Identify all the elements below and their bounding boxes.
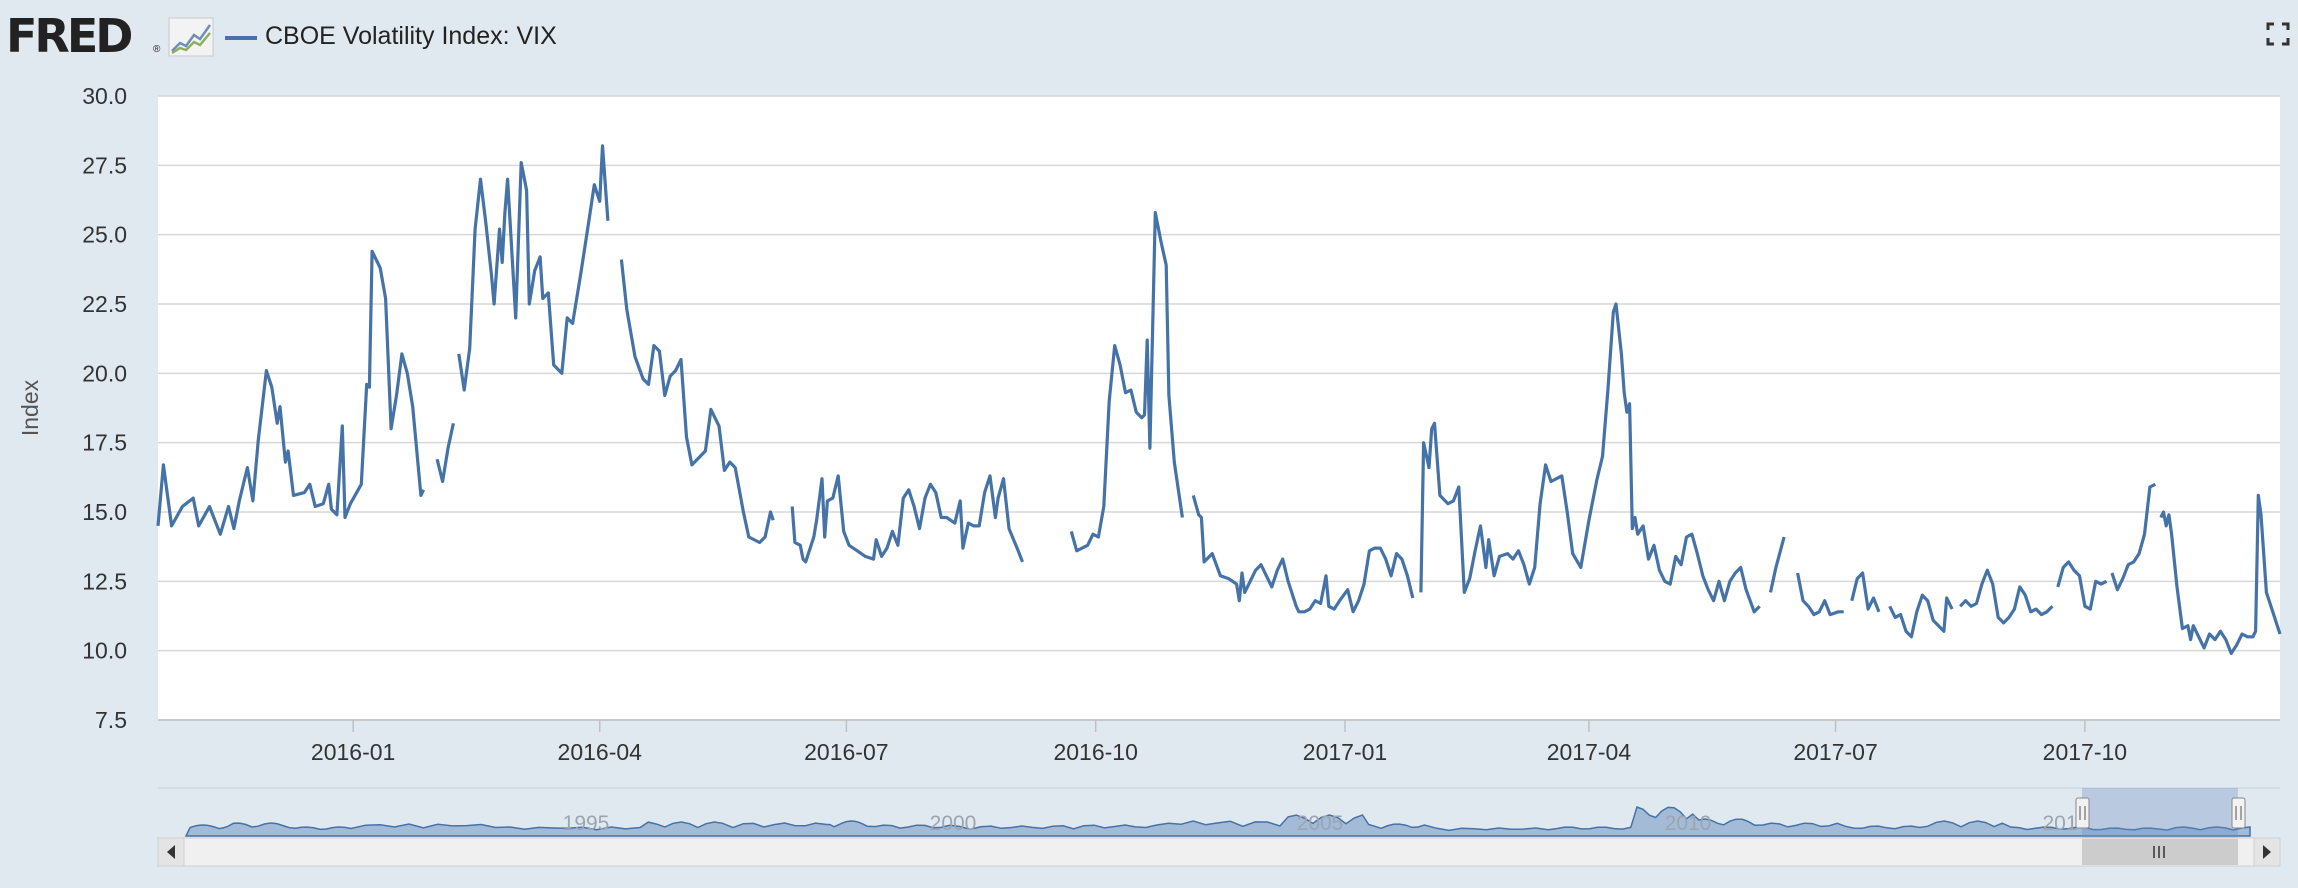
registered-mark: ® xyxy=(153,44,161,55)
scrollbar-track[interactable] xyxy=(157,837,2281,867)
arrow-left-icon xyxy=(167,845,175,859)
x-tick-label: 2017-04 xyxy=(1547,739,1632,765)
navigator-year-label: 1995 xyxy=(563,812,610,835)
x-tick-label: 2016-04 xyxy=(558,739,643,765)
series-line-segment xyxy=(790,474,1024,564)
navigator-scrollbar[interactable] xyxy=(157,837,2281,867)
y-axis-title: Index xyxy=(17,379,43,436)
x-tick-label: 2017-10 xyxy=(2043,739,2127,765)
y-tick-label: 15.0 xyxy=(82,499,127,525)
y-tick-label: 30.0 xyxy=(82,83,127,109)
series-line-segment xyxy=(2056,560,2108,611)
navigator-labels: 1995 2000 2005 2010 201 xyxy=(563,812,2078,835)
arrow-right-icon xyxy=(2263,845,2271,859)
y-tick-label: 25.0 xyxy=(82,222,127,248)
y-tick-label: 7.5 xyxy=(95,707,127,733)
plot-area xyxy=(158,96,2280,720)
navigator-area xyxy=(184,806,2251,837)
series-line-segment xyxy=(2159,493,2282,656)
series-line-segment xyxy=(1796,572,1844,617)
chart-line-icon[interactable] xyxy=(168,17,214,57)
navigator-left-handle[interactable] xyxy=(2075,797,2090,829)
x-tick-label: 2016-01 xyxy=(311,739,395,765)
x-tick-label: 2016-10 xyxy=(1053,739,1137,765)
y-tick-label: 17.5 xyxy=(82,430,127,456)
fullscreen-icon[interactable] xyxy=(2266,22,2290,46)
chart-header: FRED ® CBOE Volatility Index: VIX xyxy=(0,0,2298,72)
y-axis-ticks: 7.5 10.0 12.5 15.0 17.5 20.0 22.5 25.0 27.5 30.0 xyxy=(82,83,127,733)
legend-label[interactable]: CBOE Volatility Index: VIX xyxy=(265,22,557,50)
x-tick-label: 2017-01 xyxy=(1303,739,1387,765)
navigator-selection[interactable] xyxy=(2082,788,2238,838)
y-tick-label: 27.5 xyxy=(82,152,127,178)
series-line-segment xyxy=(457,144,610,392)
y-tick-label: 22.5 xyxy=(82,291,127,317)
series-line-segment xyxy=(156,249,426,536)
series-line-segment xyxy=(1888,593,1954,639)
x-tick-label: 2016-07 xyxy=(804,739,888,765)
legend-line-swatch xyxy=(225,36,257,40)
x-tick-label: 2017-07 xyxy=(1793,739,1877,765)
range-navigator[interactable]: 1995 2000 2005 2010 201 xyxy=(158,787,2280,838)
y-tick-label: 10.0 xyxy=(82,638,127,664)
series-line-segment xyxy=(1768,536,1786,593)
navigator-year-label: 2005 xyxy=(1297,812,1344,835)
navigator-year-label: 2010 xyxy=(1665,812,1712,835)
series-line-segment xyxy=(1959,568,2054,625)
scrollbar-thumb[interactable] xyxy=(2082,839,2238,865)
series-line-segment xyxy=(1850,571,1881,613)
series-line-segment xyxy=(1069,210,1184,553)
navigator-year-label: 201 xyxy=(2042,812,2077,835)
y-tick-label: 12.5 xyxy=(82,568,127,594)
navigator-year-label: 2000 xyxy=(930,812,977,835)
series-line-segment xyxy=(1419,302,1761,614)
navigator-right-handle[interactable] xyxy=(2231,797,2246,829)
series-vix xyxy=(156,144,2282,656)
y-tick-label: 20.0 xyxy=(82,360,127,386)
series-line-segment xyxy=(619,259,775,545)
series-line-segment xyxy=(1191,494,1415,614)
x-axis-ticks: 2016-01 2016-04 2016-07 2016-10 2017-01 2017-… xyxy=(311,720,2127,765)
fred-logo[interactable]: FRED xyxy=(6,9,133,63)
series-line-segment xyxy=(2110,482,2157,592)
series-line-segment xyxy=(435,422,455,484)
